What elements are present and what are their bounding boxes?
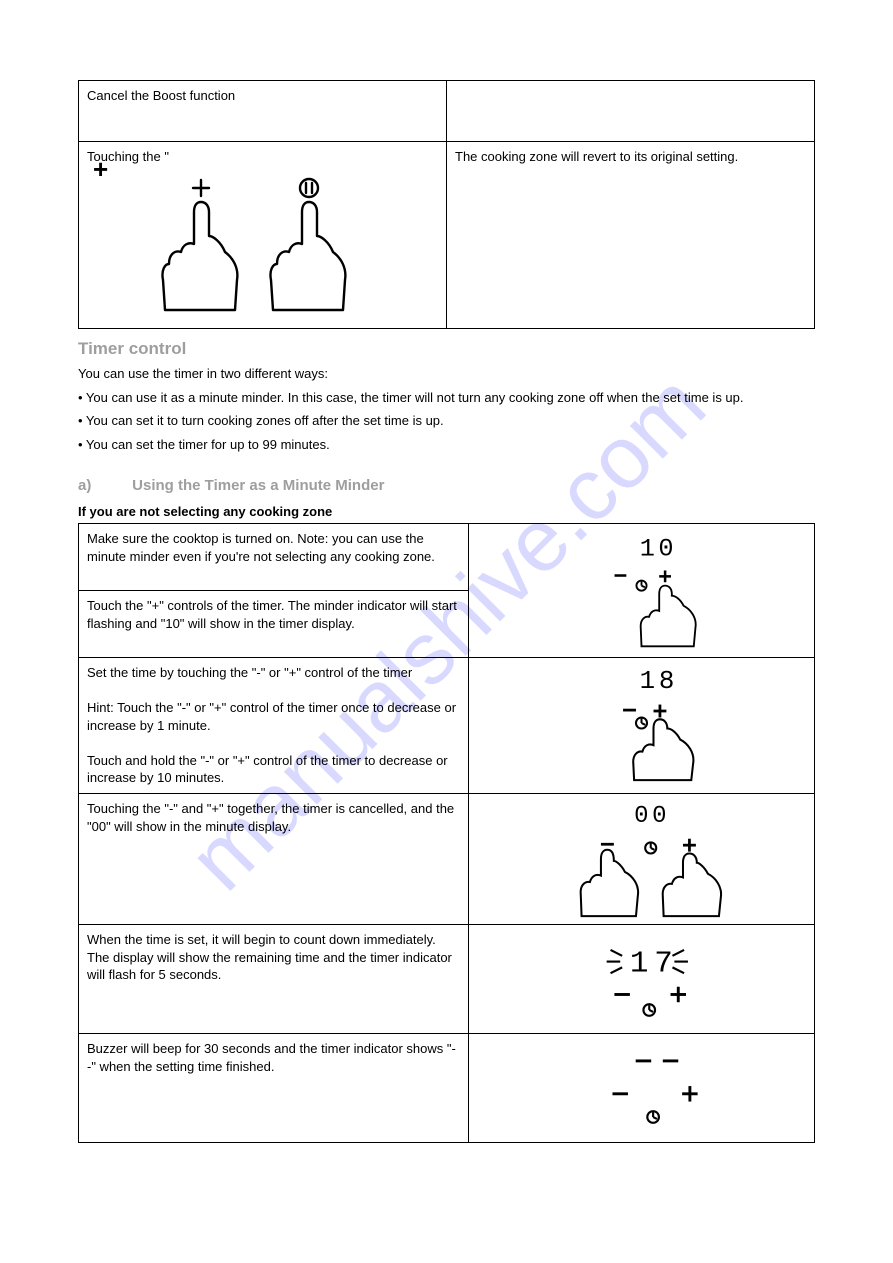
row4-left: Touching the "-" and "+" together, the t… <box>79 794 469 925</box>
svg-text:17: 17 <box>630 946 679 981</box>
row6-right-illustration <box>469 1034 815 1143</box>
hand-pair-illustration <box>139 172 389 312</box>
timer-intro-2: • You can use it as a minute minder. In … <box>78 389 815 407</box>
row3-right-illustration: 18 <box>469 658 815 794</box>
boost-cancel-table: Cancel the Boost function Touching the "… <box>78 80 815 329</box>
timer-control-title: Timer control <box>78 339 815 359</box>
row5-right-illustration: 17 <box>469 925 815 1034</box>
boost-cancel-cell-right: The cooking zone will revert to its orig… <box>447 142 815 329</box>
boost-cancel-header-right <box>447 81 815 142</box>
row6-left: Buzzer will beep for 30 seconds and the … <box>79 1034 469 1143</box>
row4-right-illustration: 00 <box>469 794 815 925</box>
row1-left: Make sure the cooktop is turned on. Note… <box>79 524 469 591</box>
row1-2-right-illustration: 10 <box>469 524 815 658</box>
timer-intro-3: • You can set it to turn cooking zones o… <box>78 412 815 430</box>
svg-text:00: 00 <box>634 803 670 830</box>
boost-cancel-cell-left: Touching the " + <box>79 142 447 329</box>
section-a-label: a) <box>78 477 128 494</box>
timer-intro-1: You can use the timer in two different w… <box>78 365 815 383</box>
boost-cancel-header-left: Cancel the Boost function <box>79 81 447 142</box>
svg-text:10: 10 <box>640 534 677 563</box>
section-a-title: Using the Timer as a Minute Minder <box>132 477 384 494</box>
minute-minder-table: Make sure the cooktop is turned on. Note… <box>78 523 815 1143</box>
timer-intro-4: • You can set the timer for up to 99 min… <box>78 436 815 454</box>
section-a-heading: a) Using the Timer as a Minute Minder <box>78 477 815 494</box>
svg-text:18: 18 <box>640 667 678 696</box>
section-a-subtitle: If you are not selecting any cooking zon… <box>78 504 815 519</box>
plus-icon: + <box>93 152 108 187</box>
row5-left: When the time is set, it will begin to c… <box>79 925 469 1034</box>
row2-left: Touch the "+" controls of the timer. The… <box>79 591 469 658</box>
row3-left: Set the time by touching the "-" or "+" … <box>79 658 469 794</box>
